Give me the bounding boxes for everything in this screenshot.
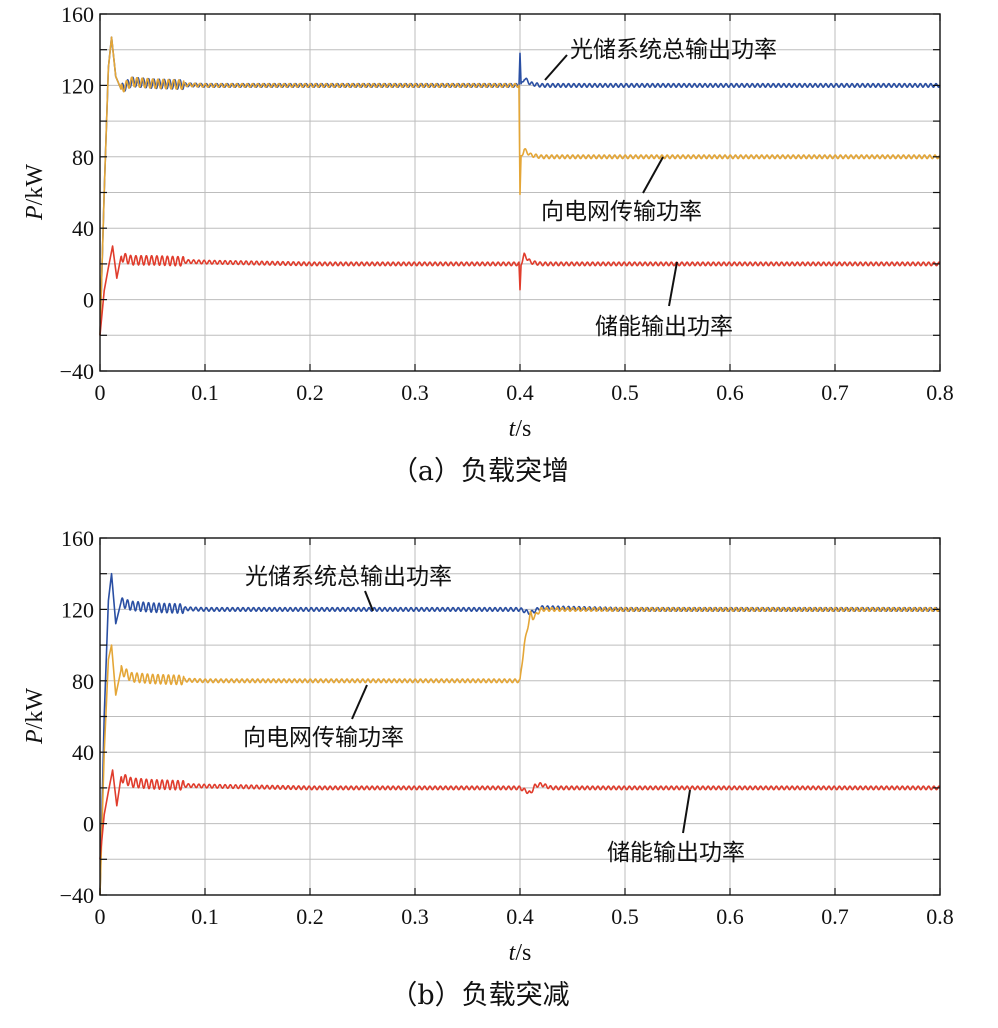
annotation-storage-output: 储能输出功率	[607, 840, 745, 866]
annotation-pv-storage-total: 光储系统总输出功率	[245, 564, 452, 590]
chart-panel-b: 0 0.1 0.2 0.3 0.4 0.5 0.6 0.7 0.8−4004080120160 …	[22, 526, 954, 1011]
x-tick-label: 0	[95, 904, 106, 929]
leader-pv-storage-total	[364, 590, 374, 612]
x-axis-label: t/s	[509, 416, 532, 442]
leader-storage-output	[668, 261, 678, 307]
y-tick-label: −40	[60, 883, 94, 908]
y-axis-unit: /kW	[22, 688, 48, 730]
x-tick-label: 0.7	[821, 904, 849, 929]
x-axis-variable: t	[509, 416, 517, 442]
y-axis-variable: P	[22, 205, 48, 221]
y-tick-label: 120	[61, 597, 94, 622]
series-line-pv-storage-total	[99, 572, 941, 896]
grid	[100, 538, 940, 895]
x-tick-label: 0.6	[716, 904, 744, 929]
x-tick-label: 0.5	[611, 380, 639, 405]
leader-grid-transfer	[642, 156, 664, 194]
y-tick-label: −40	[60, 359, 94, 384]
series-line-storage-output	[99, 769, 941, 860]
x-axis-unit: /s	[515, 416, 531, 442]
x-axis-variable: t	[509, 940, 517, 966]
x-tick-label: 0.7	[821, 380, 849, 405]
y-tick-label: 40	[72, 740, 94, 765]
x-axis-label: t/s	[509, 940, 532, 966]
y-axis-unit: /kW	[22, 164, 48, 206]
y-tick-label: 80	[72, 145, 94, 170]
series-line-storage-output	[99, 245, 941, 336]
annotation-grid-transfer: 向电网传输功率	[541, 199, 702, 225]
series-layer	[99, 572, 941, 896]
x-tick-label: 0.1	[191, 904, 219, 929]
annotation-pv-storage-total: 光储系统总输出功率	[570, 37, 777, 63]
series-line-grid-transfer	[99, 606, 941, 896]
x-tick-label: 0.8	[926, 904, 954, 929]
x-tick-label: 0.1	[191, 380, 219, 405]
x-tick-label: 0.5	[611, 904, 639, 929]
chart-panel-a: 0 0.1 0.2 0.3 0.4 0.5 0.6 0.7 0.8−4004080120160 …	[22, 2, 954, 487]
y-tick-label: 160	[61, 526, 94, 551]
y-axis-label: P/kW	[22, 164, 48, 221]
annotation-storage-output: 储能输出功率	[595, 314, 733, 340]
y-tick-label: 120	[61, 73, 94, 98]
y-tick-label: 0	[83, 288, 94, 313]
leader-pv-storage-total	[544, 54, 568, 81]
x-tick-label: 0.2	[296, 904, 324, 929]
caption-a: （a）负载突增	[391, 456, 569, 487]
y-axis-label: P/kW	[22, 688, 48, 745]
x-tick-label: 0.6	[716, 380, 744, 405]
y-tick-label: 0	[83, 812, 94, 837]
x-tick-label: 0.3	[401, 380, 429, 405]
y-tick-label: 160	[61, 2, 94, 27]
x-tick-label: 0.3	[401, 904, 429, 929]
leader-storage-output	[682, 789, 691, 834]
leader-grid-transfer	[351, 684, 368, 720]
y-tick-label: 80	[72, 669, 94, 694]
x-tick-label: 0.4	[506, 380, 534, 405]
annotation-grid-transfer: 向电网传输功率	[243, 725, 404, 751]
x-tick-label: 0.2	[296, 380, 324, 405]
caption-b: （b）负载突减	[390, 980, 569, 1011]
x-tick-label: 0.8	[926, 380, 954, 405]
x-axis-unit: /s	[515, 940, 531, 966]
y-tick-label: 40	[72, 216, 94, 241]
y-axis-variable: P	[22, 729, 48, 745]
series-line-grid-transfer	[99, 36, 941, 336]
x-tick-label: 0	[95, 380, 106, 405]
series-layer	[99, 36, 941, 336]
x-tick-label: 0.4	[506, 904, 534, 929]
